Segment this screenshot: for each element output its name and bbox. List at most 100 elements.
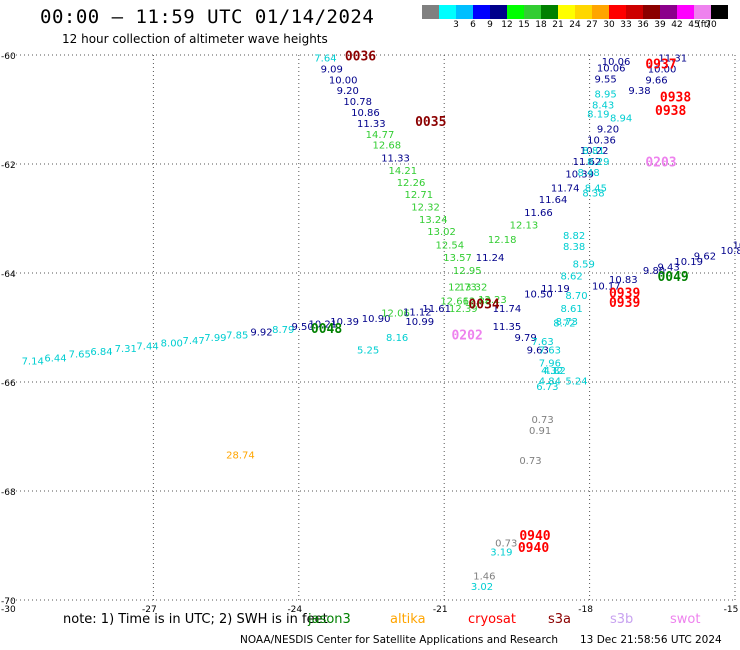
wave-height-value: 8.16 [386,333,408,344]
pass-time-label: 0203 [645,156,676,171]
wave-height-value: 13.32 [459,282,488,293]
pass-time-label: 0048 [311,322,342,337]
wave-height-value: 8.73 [556,317,578,328]
timestamp: 13 Dec 21:58:56 UTC 2024 [580,634,722,646]
wave-height-value: 8.29 [587,157,609,168]
wave-height-value: 8.81 [582,146,604,157]
wave-height-value: 3.19 [490,547,512,558]
wave-height-value: 12.32 [411,202,440,213]
wave-height-value: 7.85 [226,330,248,341]
wave-height-value: 11.12 [403,308,432,319]
scale-label: 39 [654,20,666,30]
grid [8,54,736,601]
scale-label: 21 [552,20,564,30]
scale-swatch [422,5,439,19]
axis-ticks: -27 -24 -21 -18 -15 -60 -62 -64 -66 -68 -70-30 [1,52,738,615]
pass-time-label: 0937 [645,58,676,73]
x-tick-label: -21 [433,605,448,615]
satellite-swot: swot [670,612,701,627]
wave-height-value: 11.24 [476,253,505,264]
scale-label: 6 [470,20,476,30]
wave-height-value: 10.17 [592,281,621,292]
x-tick-label: -15 [724,605,739,615]
wave-height-value: 8.61 [561,304,583,315]
wave-height-value: 9.20 [337,86,359,97]
chart-title: 00:00 – 11:59 UTC 01/14/2024 [40,6,375,28]
wave-height-value: 10.90 [362,314,391,325]
wave-height-value: 8.43 [592,100,614,111]
wave-height-value: 9.55 [594,74,616,85]
wave-height-value: 9.38 [628,86,650,97]
wave-height-value: 11.33 [357,119,386,130]
wave-height-value: 0.73 [519,456,541,467]
wave-height-value: 10.86 [351,108,380,119]
wave-height-value: 11.74 [493,304,522,315]
wave-height-value: 9.20 [597,124,619,135]
wave-height-value: 5.24 [565,377,587,388]
scale-label: 33 [620,20,632,30]
scale-swatch [558,5,575,19]
wave-height-value: 11.19 [541,284,570,295]
y-tick-label: -64 [1,270,16,280]
pass-time-label: 0036 [345,49,376,64]
scale-swatch [575,5,592,19]
wave-height-value: 12.39 [449,304,478,315]
wave-height-value: 10.83 [720,246,740,257]
scale-label: 27 [586,20,598,30]
satellite-altika: altika [390,612,426,627]
wave-height-value: 12.71 [404,190,433,201]
wave-height-value: 10.83 [609,275,638,286]
wave-height-value: 8.00 [161,339,183,350]
wave-height-value: 10.06 [602,57,631,68]
wave-height-value: 10.36 [587,135,616,146]
wave-height-value: 6.44 [44,353,66,364]
wave-height-value: 10.78 [343,97,372,108]
scale-swatch [439,5,456,19]
wave-height-value: 8.95 [594,90,616,101]
scale-swatch [507,5,524,19]
wave-height-value: 12.06 [381,309,410,320]
pass-time-label: 0034 [468,297,499,312]
wave-height-value: 6.84 [90,347,112,358]
wave-height-value: 10 [733,240,740,251]
wave-height-value: 5.25 [357,346,379,357]
scale-label: 30 [603,20,615,30]
wave-height-value: 7.64 [314,54,336,65]
wave-height-value: 7.31 [115,344,137,355]
wave-height-value: 0.73 [531,415,553,426]
wave-height-value: 8.38 [582,189,604,200]
pass-time-label: 0938 [660,90,691,105]
satellite-s3b: s3b [610,612,634,627]
scale-label: 36 [637,20,649,30]
wave-height-value: 8.19 [587,110,609,121]
wave-height-value: 11.66 [524,208,553,219]
wave-height-value: 8.45 [585,183,607,194]
wave-height-value: 28.74 [226,450,255,461]
wave-height-value: 10.06 [597,63,626,74]
wave-height-value: 8.82 [563,231,585,242]
wave-height-value: 13.02 [427,227,456,238]
wave-height-value: 7.44 [136,341,158,352]
wave-height-value: 14.77 [366,130,395,141]
wave-height-value: 9.92 [250,328,272,339]
pass-time-label: 0938 [655,104,686,119]
x-tick-label: -18 [578,605,593,615]
wave-height-value: 11.31 [658,54,687,65]
scale-swatch [626,5,643,19]
wave-height-value: 7.96 [539,359,561,370]
wave-height-value: 11.35 [493,322,522,333]
satellite-s3a: s3a [548,612,572,627]
wave-height-value: 8.70 [565,291,587,302]
satellite-jason3: jason3 [308,612,351,627]
wave-height-value: 12.26 [397,178,426,189]
wave-height-value: 8.72 [553,318,575,329]
scale-swatch [711,5,728,19]
wave-height-value: 3.02 [471,582,493,593]
wave-height-value: 12.88 [463,297,492,308]
scale-unit: (ft) [697,20,711,30]
pass-time-label: 0940 [519,529,550,544]
wave-height-value: 13.57 [443,253,472,264]
wave-height-value: 10.21 [308,320,337,331]
satellite-cryosat: cryosat [468,612,516,627]
y-tick-label: -68 [1,488,16,498]
